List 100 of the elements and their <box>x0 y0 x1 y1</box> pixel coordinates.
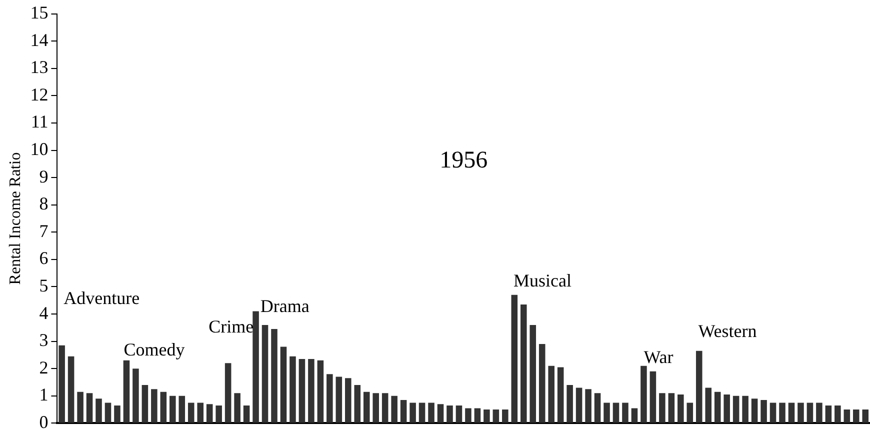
bar <box>216 405 222 423</box>
bar <box>668 393 675 423</box>
bar <box>844 410 850 423</box>
bar <box>576 388 582 423</box>
bar <box>760 400 767 423</box>
bar <box>548 366 554 423</box>
y-tick-label: 7 <box>39 220 48 241</box>
y-tick-label: 9 <box>39 166 48 186</box>
bar <box>197 402 204 423</box>
y-tick-label: 8 <box>39 194 48 214</box>
bar <box>742 396 748 423</box>
bar <box>363 392 370 423</box>
bar <box>788 402 795 423</box>
bar <box>298 359 306 423</box>
bar <box>77 392 84 423</box>
bar <box>659 393 666 423</box>
bar <box>770 402 776 423</box>
y-tick-label: 13 <box>30 57 48 78</box>
bar <box>585 389 592 423</box>
bar <box>400 400 407 423</box>
bar <box>779 402 786 423</box>
bar <box>428 402 434 423</box>
annotation: Comedy <box>124 340 185 360</box>
y-tick-label: 4 <box>39 302 48 323</box>
bar <box>86 393 93 423</box>
bar <box>834 405 841 423</box>
y-tick-label: 2 <box>39 357 48 378</box>
y-tick-label: 12 <box>30 84 48 104</box>
bar <box>68 356 74 423</box>
y-tick-label: 15 <box>30 2 48 23</box>
bar <box>650 371 656 423</box>
bar <box>224 363 232 423</box>
bar <box>622 402 628 423</box>
bar <box>474 408 481 423</box>
bar <box>502 410 508 423</box>
bar <box>751 398 758 423</box>
y-tick-label: 11 <box>30 112 48 132</box>
bar <box>798 402 804 423</box>
bar <box>114 405 120 423</box>
bar <box>271 329 278 423</box>
annotation: Adventure <box>64 288 140 308</box>
y-tick-label: 0 <box>39 412 48 432</box>
bar <box>188 402 194 423</box>
y-tick-label: 10 <box>30 139 48 159</box>
bar <box>714 392 721 423</box>
bar <box>686 402 694 423</box>
bar <box>290 356 296 423</box>
bar <box>372 393 379 423</box>
bar <box>640 366 647 423</box>
bar <box>696 350 702 423</box>
bar <box>262 324 268 423</box>
bar <box>160 392 167 423</box>
bar <box>594 393 601 423</box>
annotation: Drama <box>260 296 310 316</box>
bar <box>456 405 462 423</box>
bar <box>308 359 314 423</box>
y-tick-label: 5 <box>39 275 48 296</box>
bar <box>816 402 822 423</box>
bar <box>252 311 259 423</box>
bar <box>345 378 352 423</box>
bar <box>418 402 426 423</box>
bar <box>336 376 342 423</box>
y-tick-label: 14 <box>30 30 48 50</box>
y-tick-label: 1 <box>39 384 48 405</box>
bar <box>732 396 740 423</box>
bar <box>243 405 250 423</box>
bar <box>142 384 148 423</box>
bar <box>151 389 158 423</box>
y-tick-label: 6 <box>39 248 48 268</box>
bar <box>612 402 620 423</box>
bar <box>538 344 546 423</box>
bar <box>280 346 287 423</box>
text: 1956 <box>440 147 488 174</box>
bar <box>604 402 610 423</box>
bar <box>410 402 416 423</box>
bar <box>382 393 388 423</box>
y-tick-label: 3 <box>39 330 48 350</box>
annotation: War <box>644 347 674 368</box>
bar <box>446 405 453 423</box>
bar <box>206 404 213 423</box>
bar <box>437 404 444 423</box>
bar <box>825 405 832 423</box>
bar <box>465 408 472 423</box>
bar <box>484 410 490 423</box>
bar <box>492 410 500 423</box>
bar <box>123 360 130 423</box>
annotation: Western <box>698 321 757 342</box>
bar <box>678 394 684 423</box>
bar <box>557 367 564 423</box>
bar <box>705 388 712 423</box>
bar <box>853 410 860 423</box>
bar <box>511 294 518 423</box>
bar <box>530 324 536 423</box>
bar <box>132 368 139 423</box>
bar <box>170 396 176 423</box>
bar <box>391 396 398 423</box>
bar <box>326 374 333 423</box>
annotation: Musical <box>513 270 572 291</box>
bar <box>724 394 730 423</box>
bar <box>631 408 638 423</box>
